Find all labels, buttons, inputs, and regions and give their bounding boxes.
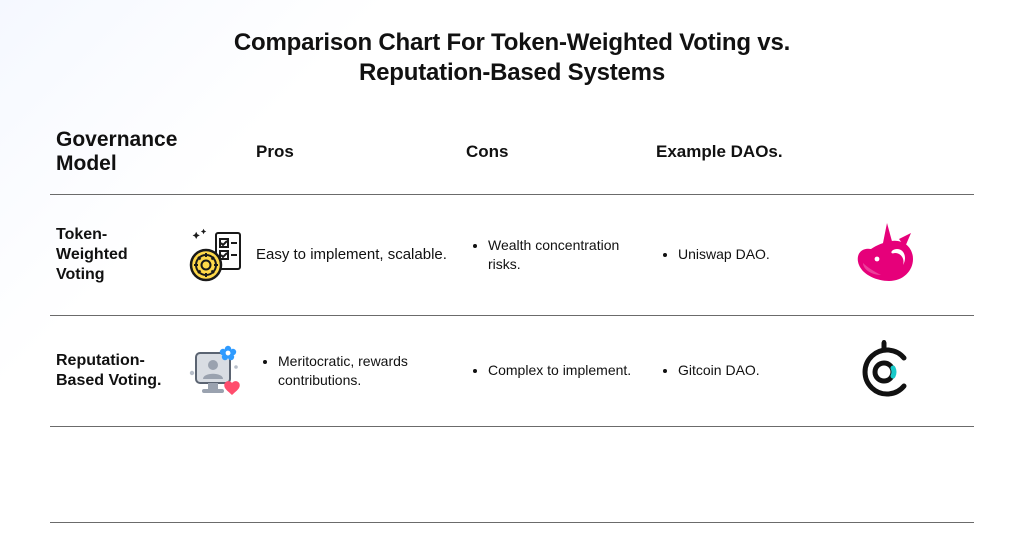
uniswap-logo-icon: [830, 197, 940, 313]
model-name: Token-Weighted Voting: [50, 203, 180, 307]
example-item: Gitcoin DAO.: [678, 361, 824, 381]
pros-list: Meritocratic, rewards contributions.: [256, 352, 454, 391]
col-header-examples: Example DAOs.: [650, 132, 830, 178]
cons-cell: Complex to implement.: [460, 337, 650, 405]
divider: [50, 426, 974, 427]
col-header-icon-spacer: [180, 142, 250, 168]
col-header-model: Governance Model: [50, 118, 180, 192]
cons-item: Complex to implement.: [488, 361, 644, 381]
cons-list: Wealth concentration risks.: [466, 236, 644, 275]
table-row: Token-Weighted Voting: [50, 197, 974, 313]
pros-cell: Easy to implement, scalable.: [250, 223, 460, 287]
table-header-row: Governance Model Pros Cons Example DAOs.: [50, 118, 974, 192]
examples-cell: Uniswap DAO.: [650, 221, 830, 289]
model-name: Reputation-Based Voting.: [50, 329, 180, 413]
example-item: Uniswap DAO.: [678, 245, 824, 265]
gitcoin-logo-icon: [830, 318, 940, 424]
chart-title: Comparison Chart For Token-Weighted Voti…: [192, 28, 832, 88]
pros-text: Easy to implement, scalable.: [256, 245, 454, 265]
divider: [50, 522, 974, 523]
token-ballot-icon: [180, 205, 250, 305]
comparison-table: Governance Model Pros Cons Example DAOs.…: [50, 118, 974, 523]
col-header-logo-spacer: [830, 142, 940, 168]
pros-cell: Meritocratic, rewards contributions.: [250, 328, 460, 415]
cons-list: Complex to implement.: [466, 361, 644, 381]
examples-cell: Gitcoin DAO.: [650, 337, 830, 405]
examples-list: Gitcoin DAO.: [656, 361, 824, 381]
col-header-pros: Pros: [250, 132, 460, 178]
table-row: Reputation-Based Voting.: [50, 318, 974, 424]
divider: [50, 194, 974, 195]
pros-item: Meritocratic, rewards contributions.: [278, 352, 454, 391]
cons-cell: Wealth concentration risks.: [460, 212, 650, 299]
col-header-cons: Cons: [460, 132, 650, 178]
cons-item: Wealth concentration risks.: [488, 236, 644, 275]
examples-list: Uniswap DAO.: [656, 245, 824, 265]
divider: [50, 315, 974, 316]
reputation-profile-icon: [180, 321, 250, 421]
